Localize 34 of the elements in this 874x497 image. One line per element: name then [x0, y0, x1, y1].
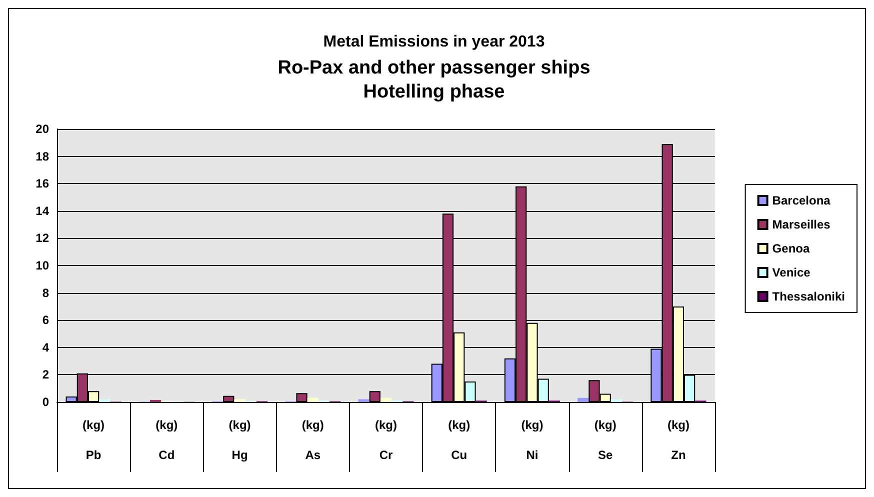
y-tick-label: 6: [42, 313, 50, 328]
legend-label: Genoa: [772, 242, 810, 256]
y-tick-label: 18: [36, 149, 50, 164]
y-tick-label: 16: [36, 176, 50, 191]
category-label: (kg) Ni: [521, 418, 544, 462]
legend-label: Marseilles: [772, 218, 831, 232]
y-tick-label: 20: [36, 122, 50, 136]
category-label: (kg) Cu: [448, 418, 470, 462]
bar: [99, 399, 110, 402]
bar: [358, 399, 370, 402]
category-label: (kg) As: [302, 418, 324, 462]
y-tick-label: 0: [42, 395, 50, 409]
y-tick-label: 14: [36, 204, 50, 218]
category-label: (kg) Cd: [156, 418, 178, 462]
category-label: (kg) Se: [594, 418, 616, 462]
bar: [307, 398, 318, 402]
chart-subtitle: Ro-Pax and other passenger ships Hotelling phase: [278, 58, 590, 102]
bar: [578, 398, 589, 402]
bar: [610, 399, 622, 402]
y-tick-label: 4: [42, 340, 50, 354]
y-tick-label: 8: [42, 286, 50, 300]
category-label: (kg) Zn: [667, 418, 690, 462]
category-label: (kg) Pb: [82, 418, 105, 462]
bar: [380, 398, 392, 402]
bar: [234, 399, 246, 402]
category-label: (kg) Cr: [375, 418, 397, 462]
legend-label: Thessaloniki: [772, 290, 846, 304]
legend-label: Barcelona: [772, 194, 831, 208]
y-tick-label: 10: [36, 258, 50, 272]
y-tick-label: 12: [36, 231, 50, 246]
legend-label: Venice: [772, 266, 811, 280]
y-tick-label: 2: [42, 368, 50, 382]
chart-title: Metal Emissions in year 2013: [323, 34, 545, 50]
category-label: (kg) Hg: [228, 418, 251, 462]
